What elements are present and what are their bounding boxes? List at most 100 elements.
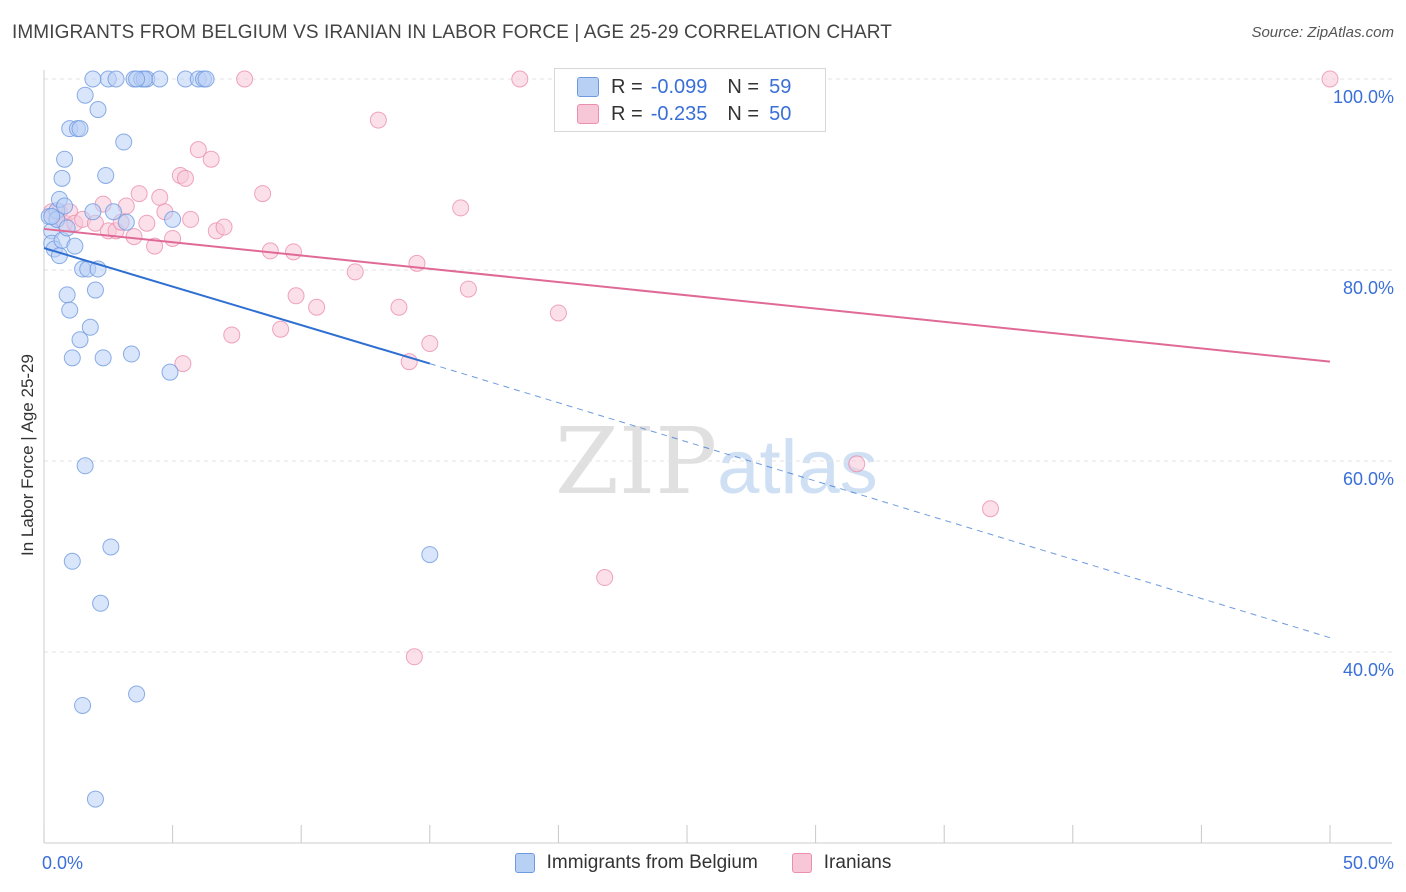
iranians-point: [138, 214, 156, 232]
stats-row-belgium: R = -0.099 N = 59: [577, 74, 791, 100]
iranians-point: [981, 500, 999, 518]
iranians-point: [308, 298, 326, 316]
iranians-point: [182, 210, 200, 228]
belgium-point: [122, 345, 140, 363]
belgium-point: [81, 318, 99, 336]
y-tick-label: 60.0%: [1343, 469, 1394, 489]
belgium-point: [71, 120, 89, 138]
belgium-swatch: [577, 77, 599, 97]
belgium-point: [86, 281, 104, 299]
belgium-point: [97, 166, 115, 184]
legend-item-iranians[interactable]: Iranians: [791, 852, 892, 874]
iranians-point: [130, 185, 148, 203]
belgium-point: [61, 301, 79, 319]
iranians-point: [146, 237, 164, 255]
iranians-point: [369, 111, 387, 129]
belgium-point: [71, 331, 89, 349]
belgium-point: [74, 696, 92, 714]
iranians-point: [254, 185, 272, 203]
iranians-point: [848, 455, 866, 473]
belgium-point: [58, 286, 76, 304]
iranians-point: [202, 150, 220, 168]
belgium-point: [76, 86, 94, 104]
belgium-point: [84, 203, 102, 221]
y-tick-label: 80.0%: [1343, 278, 1394, 298]
belgium-point: [104, 203, 122, 221]
iranians-point: [215, 218, 233, 236]
iranians-point: [390, 298, 408, 316]
n-label: N =: [727, 75, 760, 98]
y-axis-label: In Labor Force | Age 25-29: [18, 354, 37, 556]
belgium-point: [89, 101, 107, 119]
belgium-trend-line: [43, 247, 431, 365]
belgium-point: [161, 363, 179, 381]
belgium-point: [115, 133, 133, 151]
belgium-point: [86, 790, 104, 808]
belgium-point: [63, 552, 81, 570]
belgium-point: [63, 349, 81, 367]
belgium-point: [66, 237, 84, 255]
belgium-point: [117, 213, 135, 231]
belgium-point: [84, 70, 102, 88]
stats-row-iranians: R = -0.235 N = 50: [577, 101, 791, 127]
belgium-point: [58, 219, 76, 237]
legend-label-iranians: Iranians: [823, 852, 892, 873]
belgium-point: [128, 70, 146, 88]
iranians-point: [287, 287, 305, 305]
belgium-point: [102, 538, 120, 556]
r-label: R =: [611, 75, 643, 98]
source-label: Source: ZipAtlas.com: [1251, 24, 1394, 41]
r-value: -0.099: [650, 75, 708, 98]
series-legend: Immigrants from Belgium Iranians: [0, 852, 1406, 874]
belgium-point: [164, 210, 182, 228]
belgium-point: [43, 208, 61, 226]
belgium-point: [94, 349, 112, 367]
belgium-point: [197, 70, 215, 88]
iranians-point: [346, 263, 364, 281]
iranians-point: [452, 199, 470, 217]
iranians-point: [511, 70, 529, 88]
belgium-point: [56, 197, 74, 215]
y-tick-label: 40.0%: [1343, 660, 1394, 680]
legend-label-belgium: Immigrants from Belgium: [546, 852, 758, 873]
n-value: 59: [769, 75, 792, 98]
iranians-point: [223, 326, 241, 344]
iranians-point: [176, 169, 194, 187]
belgium-point: [421, 546, 439, 564]
iranians-legend-swatch: [791, 853, 812, 873]
iranians-point: [125, 228, 143, 246]
iranians-point: [596, 569, 614, 587]
belgium-trend-extension: [429, 363, 1331, 639]
r-label: R =: [611, 102, 643, 125]
iranians-point: [272, 320, 290, 338]
belgium-point: [56, 150, 74, 168]
iranians-point: [421, 335, 439, 353]
iranians-point: [1321, 70, 1339, 88]
iranians-trend-line: [43, 227, 1331, 363]
legend-item-belgium[interactable]: Immigrants from Belgium: [514, 852, 758, 874]
iranians-point: [284, 243, 302, 261]
y-tick-label: 100.0%: [1333, 87, 1394, 107]
x-tick-label: 0.0%: [42, 853, 83, 873]
iranians-point: [174, 355, 192, 373]
n-label: N =: [727, 102, 760, 125]
iranians-point: [549, 304, 567, 322]
iranians-point: [151, 188, 169, 206]
x-tick-label: 50.0%: [1343, 853, 1394, 873]
belgium-point: [92, 594, 110, 612]
stats-legend: R = -0.099 N = 59 R = -0.235 N = 50: [554, 68, 826, 132]
belgium-point: [76, 457, 94, 475]
chart-title: IMMIGRANTS FROM BELGIUM VS IRANIAN IN LA…: [12, 22, 892, 43]
belgium-point: [107, 70, 125, 88]
iranians-point: [459, 280, 477, 298]
iranians-point: [236, 70, 254, 88]
iranians-point: [189, 141, 207, 159]
belgium-point: [151, 70, 169, 88]
iranians-swatch: [577, 104, 599, 124]
belgium-point: [53, 169, 71, 187]
iranians-point: [405, 648, 423, 666]
iranians-point: [164, 229, 182, 247]
n-value: 50: [769, 102, 792, 125]
belgium-point: [128, 685, 146, 703]
